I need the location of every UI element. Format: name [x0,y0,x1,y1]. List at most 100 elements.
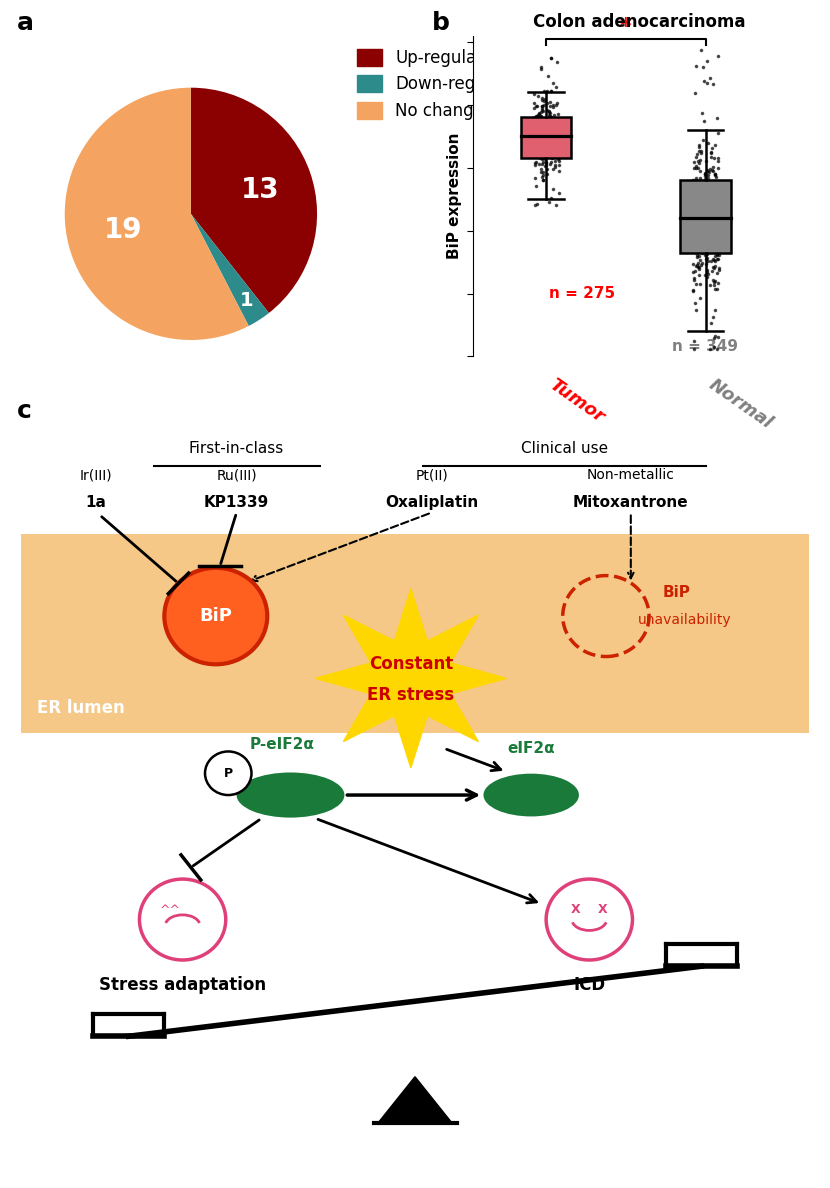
Point [696,58,710,77]
Point [687,207,701,226]
Bar [21,535,809,733]
Point [711,198,725,217]
Text: ICD: ICD [574,977,605,994]
Point [702,222,715,241]
Point [544,118,557,137]
Point [543,114,556,133]
Point [538,141,551,160]
Text: *: * [620,17,632,37]
Point [701,214,714,233]
Polygon shape [378,1076,452,1124]
Point [702,169,715,188]
Point [695,141,708,160]
Point [704,251,717,270]
Point [711,249,725,268]
Point [693,251,706,270]
Point [532,115,545,134]
Point [535,112,548,131]
Text: 19: 19 [105,216,143,245]
Point [687,268,701,287]
Point [694,289,707,308]
Point [546,159,559,178]
Text: First-in-class: First-in-class [189,441,284,456]
Point [688,223,701,242]
Point [695,233,708,252]
Point [701,183,714,202]
Point [539,131,552,150]
Point [704,239,717,258]
Point [704,340,717,359]
Point [527,129,540,148]
Point [550,52,564,71]
Point [709,183,722,202]
Point [710,202,724,221]
Point [552,132,565,151]
Point [527,125,540,144]
Point [701,263,714,282]
Point [692,138,705,157]
Point [536,112,549,131]
Point [691,222,704,241]
Point [694,255,707,274]
Point [544,138,558,157]
Text: P: P [224,766,232,779]
Point [687,227,701,246]
Point [712,260,725,279]
Point [691,255,704,274]
Point [705,197,718,216]
Point [700,248,713,267]
Text: BiP: BiP [662,584,691,600]
Point [553,156,566,175]
Point [706,189,719,208]
Point [700,214,713,233]
Point [549,96,563,115]
Point [535,96,549,115]
Point [552,119,565,138]
Point [550,94,564,113]
Point [696,185,710,204]
Point [710,202,723,221]
Point [699,254,712,273]
Point [539,131,552,150]
Point [691,151,705,170]
Point [544,152,558,171]
Point [698,112,711,131]
Point [691,230,704,249]
Point [690,246,703,265]
Point [537,129,550,148]
Point [528,114,541,133]
Point [546,74,559,93]
Point [711,226,725,245]
Point [546,113,559,132]
Point [689,147,702,166]
Point [705,234,718,253]
Point [533,139,546,158]
Point [700,152,713,171]
Point [698,225,711,244]
Point [530,138,543,157]
Text: Ir(III): Ir(III) [79,468,112,482]
Point [696,244,709,263]
Point [708,271,721,290]
Point [688,83,701,102]
Point [710,217,724,236]
Point [545,128,559,147]
Point [708,273,721,292]
Point [540,108,554,127]
Point [689,228,702,247]
Point [689,222,702,241]
Point [686,194,699,213]
Point [696,175,709,194]
Point [710,245,723,264]
Point [528,94,541,113]
Point [706,158,720,177]
Point [530,107,544,126]
Point [530,96,543,115]
Point [706,202,719,221]
Point [541,118,554,137]
Point [544,49,557,68]
Point [686,207,700,226]
Point [700,234,713,253]
Point [540,101,554,120]
Point [526,124,540,143]
